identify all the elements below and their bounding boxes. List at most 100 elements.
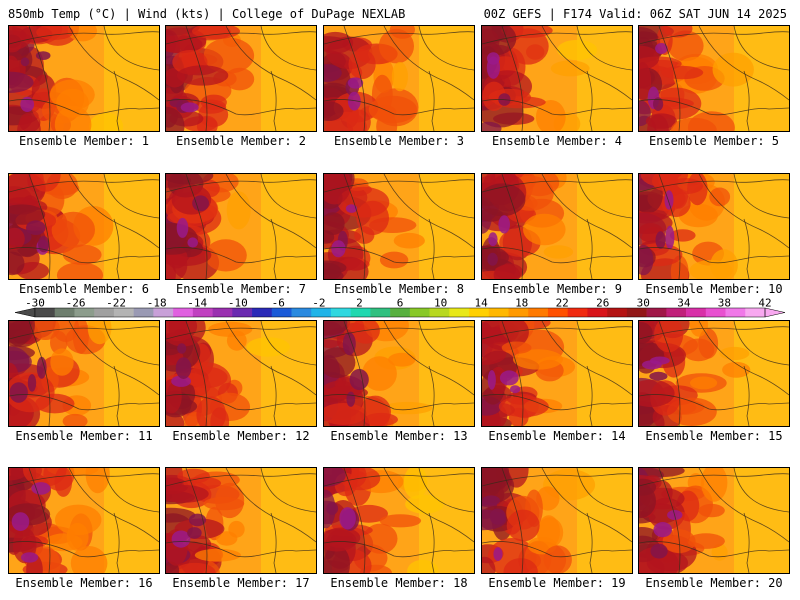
colorbar-swatch (686, 308, 707, 317)
colorbar-tick-label: -10 (228, 298, 248, 310)
temperature-field (639, 26, 789, 131)
ensemble-member-label: Ensemble Member: 8 (333, 282, 465, 296)
colorbar-swatch (54, 308, 75, 317)
colorbar-swatch (508, 308, 529, 317)
colorbar-tick-label: -26 (66, 298, 86, 310)
colorbar-swatch (232, 308, 253, 317)
ensemble-member-map (165, 25, 317, 132)
ensemble-member-map (323, 320, 475, 427)
colorbar-swatch (705, 308, 726, 317)
colorbar-swatch (626, 308, 647, 317)
ensemble-member-label: Ensemble Member: 6 (18, 282, 150, 296)
colorbar-swatch (153, 308, 174, 317)
colorbar-swatch (252, 308, 273, 317)
colorbar-tick-label: 30 (637, 298, 650, 310)
ensemble-member-label: Ensemble Member: 13 (330, 429, 468, 443)
colorbar-swatch (666, 308, 687, 317)
temperature-field (324, 26, 474, 131)
ensemble-member-label: Ensemble Member: 15 (645, 429, 783, 443)
temperature-field (166, 174, 316, 279)
ensemble-member-label: Ensemble Member: 17 (172, 576, 310, 590)
ensemble-member-label: Ensemble Member: 2 (175, 134, 307, 148)
colorbar-swatch (390, 308, 411, 317)
ensemble-member-map (8, 173, 160, 280)
ensemble-member-label: Ensemble Member: 16 (15, 576, 153, 590)
temperature-field (166, 26, 316, 131)
colorbar-swatch (429, 308, 450, 317)
colorbar-swatch (469, 308, 490, 317)
colorbar-swatch (291, 308, 312, 317)
colorbar-tick-label: -18 (147, 298, 167, 310)
ensemble-member-label: Ensemble Member: 5 (648, 134, 780, 148)
ensemble-member-map (638, 25, 790, 132)
ensemble-member-map (638, 173, 790, 280)
colorbar-swatch (113, 308, 134, 317)
colorbar-swatch (350, 308, 371, 317)
colorbar-tick-label: 10 (434, 298, 447, 310)
ensemble-member-label: Ensemble Member: 18 (330, 576, 468, 590)
temperature-field (324, 468, 474, 573)
colorbar-swatch (330, 308, 351, 317)
temperature-field (166, 468, 316, 573)
colorbar-swatch (74, 308, 95, 317)
colorbar-tick-label: 2 (356, 298, 363, 310)
temperature-field (639, 321, 789, 426)
temperature-field (9, 321, 159, 426)
colorbar-swatch (311, 308, 332, 317)
colorbar-swatch (212, 308, 233, 317)
colorbar-swatch (192, 308, 213, 317)
colorbar-tick-label: 38 (718, 298, 731, 310)
ensemble-member-map (323, 25, 475, 132)
temperature-field (9, 468, 159, 573)
ensemble-member-label: Ensemble Member: 4 (491, 134, 623, 148)
colorbar-tick-label: 22 (556, 298, 569, 310)
temperature-field (482, 468, 632, 573)
colorbar-tick-label: -6 (272, 298, 285, 310)
colorbar-swatch (35, 308, 56, 317)
colorbar-swatch (173, 308, 194, 317)
colorbar-tick-label: 26 (596, 298, 609, 310)
ensemble-member-label: Ensemble Member: 20 (645, 576, 783, 590)
colorbar-swatch (488, 308, 509, 317)
colorbar-swatch (646, 308, 667, 317)
ensemble-member-map (165, 320, 317, 427)
colorbar-tick-label: -14 (187, 298, 207, 310)
ensemble-member-map (8, 25, 160, 132)
figure-title: 850mb Temp (°C) | Wind (kts) | College o… (8, 7, 406, 21)
colorbar-tick-label: 42 (758, 298, 771, 310)
colorbar-tick-label: 14 (474, 298, 488, 310)
ensemble-member-label: Ensemble Member: 1 (18, 134, 150, 148)
colorbar-tick-label: 6 (397, 298, 404, 310)
ensemble-member-map (638, 320, 790, 427)
temperature-field (482, 321, 632, 426)
temperature-field (9, 174, 159, 279)
colorbar-swatch (725, 308, 746, 317)
ensemble-member-map (165, 467, 317, 574)
colorbar-swatch (528, 308, 549, 317)
colorbar-swatch (745, 308, 766, 317)
ensemble-member-map (323, 173, 475, 280)
ensemble-member-label: Ensemble Member: 11 (15, 429, 153, 443)
ensemble-member-map (481, 25, 633, 132)
temperature-field (639, 468, 789, 573)
ensemble-member-label: Ensemble Member: 3 (333, 134, 465, 148)
colorbar-swatch (547, 308, 568, 317)
ensemble-member-map (638, 467, 790, 574)
model-run-valid-time: 00Z GEFS | F174 Valid: 06Z SAT JUN 14 20… (483, 7, 787, 21)
temperature-field (482, 174, 632, 279)
temperature-field (324, 174, 474, 279)
colorbar-tick-label: -2 (312, 298, 325, 310)
ensemble-member-map (8, 320, 160, 427)
colorbar-swatch (133, 308, 154, 317)
ensemble-member-label: Ensemble Member: 7 (175, 282, 307, 296)
temperature-field (166, 321, 316, 426)
colorbar-tick-label: 18 (515, 298, 528, 310)
ensemble-member-map (481, 467, 633, 574)
ensemble-member-label: Ensemble Member: 19 (488, 576, 626, 590)
temperature-field (639, 174, 789, 279)
colorbar-swatch (370, 308, 391, 317)
colorbar-tick-label: 34 (677, 298, 691, 310)
colorbar-tick-label: -22 (106, 298, 126, 310)
colorbar-swatch (607, 308, 628, 317)
